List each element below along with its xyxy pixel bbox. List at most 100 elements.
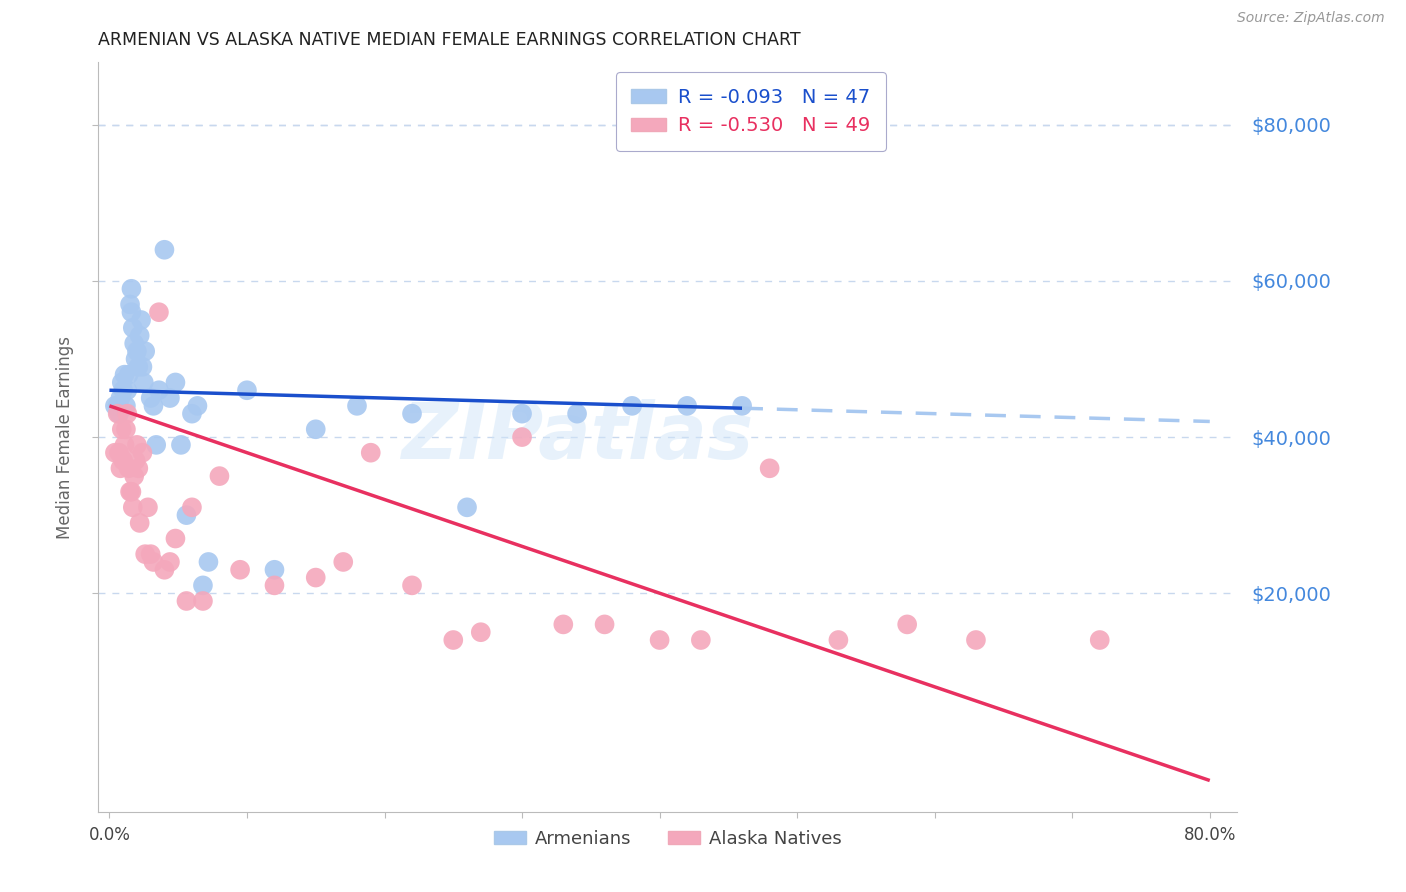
Point [553, 617, 575, 632]
Point [114, 438, 136, 452]
Point [758, 461, 780, 475]
Point [176, 508, 198, 523]
Point [139, 391, 162, 405]
Point [401, 407, 423, 421]
Point [181, 407, 204, 421]
Point [305, 422, 328, 436]
Point [827, 633, 849, 648]
Point [153, 563, 176, 577]
Point [124, 351, 146, 366]
Point [125, 438, 148, 452]
Point [108, 446, 131, 460]
Point [112, 384, 135, 398]
Point [676, 399, 699, 413]
Point [191, 594, 214, 608]
Point [120, 484, 141, 499]
Point [360, 446, 382, 460]
Point [731, 399, 754, 413]
Point [127, 359, 149, 374]
Point [111, 422, 134, 436]
Point [456, 500, 478, 515]
Point [593, 617, 616, 632]
Point [510, 430, 533, 444]
Point [125, 344, 148, 359]
Point [565, 407, 588, 421]
Point [441, 633, 464, 648]
Point [139, 547, 162, 561]
Point [115, 422, 138, 436]
Point [965, 633, 987, 648]
Text: Source: ZipAtlas.com: Source: ZipAtlas.com [1237, 11, 1385, 25]
Y-axis label: Median Female Earnings: Median Female Earnings [56, 335, 75, 539]
Point [104, 446, 127, 460]
Point [263, 563, 285, 577]
Point [176, 594, 198, 608]
Point [104, 399, 127, 413]
Point [510, 407, 533, 421]
Point [142, 399, 165, 413]
Point [122, 469, 145, 483]
Point [117, 407, 139, 421]
Point [401, 578, 423, 592]
Point [118, 461, 141, 475]
Point [122, 336, 145, 351]
Point [124, 453, 146, 467]
Point [108, 407, 131, 421]
Point [1088, 633, 1111, 648]
Point [132, 376, 155, 390]
Point [127, 461, 149, 475]
Point [153, 243, 176, 257]
Point [111, 376, 134, 390]
Point [165, 376, 187, 390]
Point [148, 305, 170, 319]
Point [118, 368, 141, 382]
Point [131, 446, 153, 460]
Point [134, 344, 156, 359]
Point [148, 384, 170, 398]
Point [115, 399, 138, 413]
Point [107, 399, 129, 413]
Point [236, 384, 259, 398]
Point [120, 282, 142, 296]
Point [208, 469, 231, 483]
Text: ARMENIAN VS ALASKA NATIVE MEDIAN FEMALE EARNINGS CORRELATION CHART: ARMENIAN VS ALASKA NATIVE MEDIAN FEMALE … [98, 31, 801, 49]
Point [305, 571, 328, 585]
Point [621, 399, 644, 413]
Point [136, 500, 159, 515]
Point [191, 578, 214, 592]
Point [896, 617, 918, 632]
Point [120, 305, 142, 319]
Point [128, 328, 150, 343]
Point [121, 500, 143, 515]
Text: ZIPatlas: ZIPatlas [401, 399, 752, 475]
Point [114, 368, 136, 382]
Point [159, 391, 181, 405]
Point [165, 532, 187, 546]
Point [263, 578, 285, 592]
Point [181, 500, 204, 515]
Point [120, 297, 141, 311]
Point [107, 407, 129, 421]
Point [129, 313, 152, 327]
Legend: Armenians, Alaska Natives: Armenians, Alaska Natives [486, 822, 849, 855]
Point [332, 555, 354, 569]
Point [131, 359, 153, 374]
Point [110, 391, 132, 405]
Point [121, 320, 143, 334]
Point [134, 547, 156, 561]
Point [159, 555, 181, 569]
Point [170, 438, 193, 452]
Point [120, 484, 142, 499]
Point [346, 399, 368, 413]
Point [186, 399, 208, 413]
Point [112, 453, 135, 467]
Point [117, 384, 139, 398]
Point [110, 461, 132, 475]
Point [689, 633, 711, 648]
Point [470, 625, 492, 640]
Point [128, 516, 150, 530]
Point [197, 555, 219, 569]
Point [229, 563, 252, 577]
Point [142, 555, 165, 569]
Point [648, 633, 671, 648]
